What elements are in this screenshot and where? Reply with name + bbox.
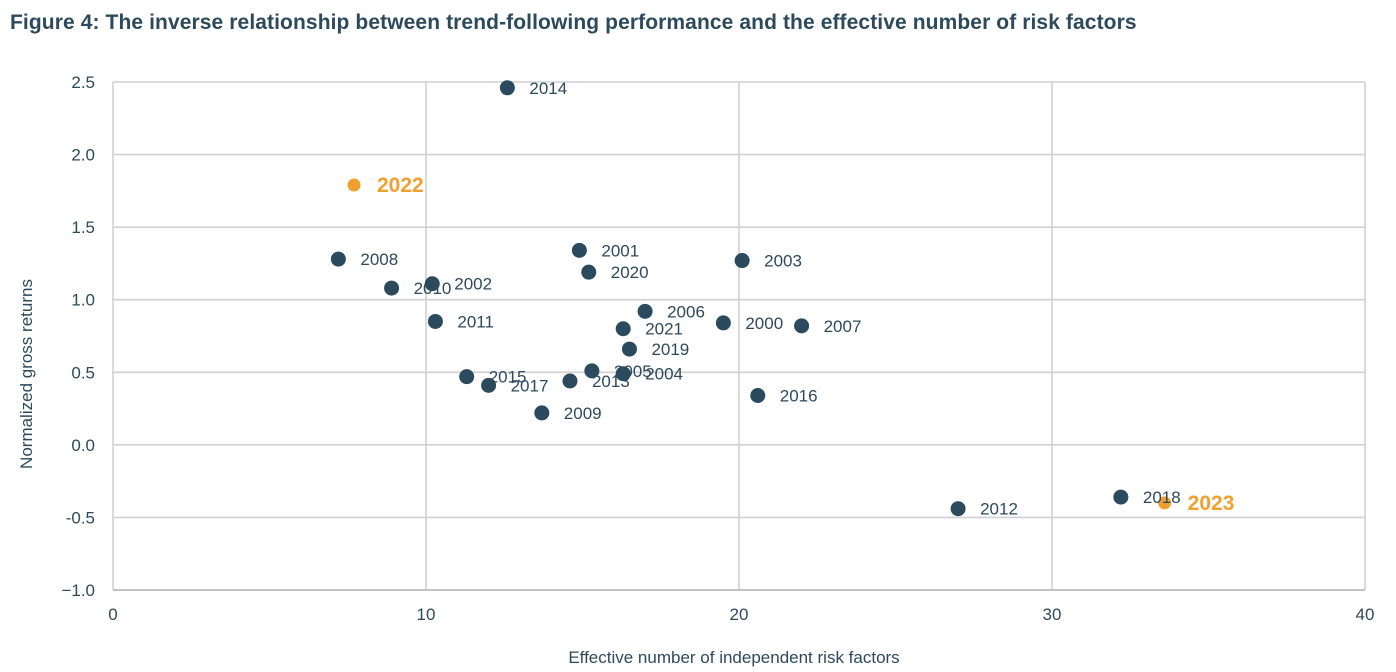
- data-point-2008: [330, 251, 346, 267]
- point-label-2002: 2002: [454, 275, 492, 294]
- data-point-2012: [950, 501, 966, 517]
- y-tick-label: 1.5: [71, 218, 95, 237]
- data-point-2018: [1113, 489, 1129, 505]
- point-label-2023: 2023: [1188, 492, 1235, 515]
- point-label-2003: 2003: [764, 252, 802, 271]
- data-point-2005: [584, 363, 600, 379]
- point-label-2009: 2009: [564, 404, 602, 423]
- point-label-2018: 2018: [1143, 488, 1181, 507]
- y-tick-label: -0.5: [66, 508, 95, 527]
- data-points: [330, 80, 1172, 517]
- point-label-2013: 2013: [592, 372, 630, 391]
- point-labels: 2014 2022 2008 2010 2002 2011 2001 2020 2003 2006…: [360, 79, 1234, 519]
- x-tick-label: 20: [730, 605, 749, 624]
- point-label-2017: 2017: [511, 376, 549, 395]
- point-label-2014: 2014: [529, 79, 567, 98]
- y-axis-label: Normalized gross returns: [17, 279, 36, 469]
- x-tick-label: 0: [108, 605, 117, 624]
- point-label-2005: 2005: [614, 362, 652, 381]
- grid-lines: [112, 81, 1366, 591]
- data-point-2013: [562, 373, 578, 389]
- data-point-2001: [571, 242, 587, 258]
- data-point-2014: [499, 80, 515, 96]
- data-point-2003: [734, 253, 750, 269]
- data-point-2009: [534, 405, 550, 421]
- y-tick-label: 1.0: [71, 291, 95, 310]
- y-tick-label: 0.0: [71, 436, 95, 455]
- data-point-2000: [715, 315, 731, 331]
- point-label-2008: 2008: [360, 250, 398, 269]
- data-point-2006: [637, 303, 653, 319]
- point-label-2006: 2006: [667, 302, 705, 321]
- data-point-2019: [621, 341, 637, 357]
- data-point-2004: [615, 366, 631, 382]
- data-point-2022: [347, 178, 361, 192]
- point-label-2015: 2015: [489, 368, 527, 387]
- point-label-2011: 2011: [457, 312, 494, 331]
- data-point-2010: [384, 280, 400, 296]
- x-axis-label: Effective number of independent risk fac…: [568, 648, 899, 667]
- y-tick-label: 2.5: [71, 73, 95, 92]
- data-point-2007: [794, 318, 810, 334]
- data-point-2015: [459, 369, 475, 385]
- point-label-2000: 2000: [745, 314, 783, 333]
- x-tick-labels: 0 10 20 30 40: [108, 605, 1374, 624]
- y-tick-label: 0.5: [71, 363, 95, 382]
- point-label-2004: 2004: [645, 365, 683, 384]
- y-tick-labels: −1.0 -0.5 0.0 0.5 1.0 1.5 2.0 2.5: [61, 73, 95, 600]
- point-label-2001: 2001: [601, 241, 639, 260]
- data-point-2021: [615, 321, 631, 337]
- point-label-2012: 2012: [980, 500, 1018, 519]
- data-point-2020: [581, 264, 597, 280]
- point-label-2021: 2021: [645, 320, 683, 339]
- x-tick-label: 40: [1356, 605, 1375, 624]
- data-point-2017: [481, 377, 497, 393]
- data-point-2011: [427, 313, 443, 329]
- x-tick-label: 10: [417, 605, 436, 624]
- x-tick-label: 30: [1043, 605, 1062, 624]
- point-label-2010: 2010: [414, 279, 452, 298]
- data-point-2016: [750, 388, 766, 404]
- point-label-2007: 2007: [824, 317, 862, 336]
- point-label-2020: 2020: [611, 263, 649, 282]
- point-label-2022: 2022: [377, 174, 424, 197]
- chart-title: Figure 4: The inverse relationship betwe…: [10, 11, 1137, 34]
- data-point-2023: [1158, 496, 1172, 510]
- point-label-2019: 2019: [651, 340, 689, 359]
- point-label-2016: 2016: [780, 387, 818, 406]
- y-tick-label: 2.0: [71, 146, 95, 165]
- data-point-2002: [424, 276, 440, 292]
- y-tick-label: −1.0: [61, 581, 95, 600]
